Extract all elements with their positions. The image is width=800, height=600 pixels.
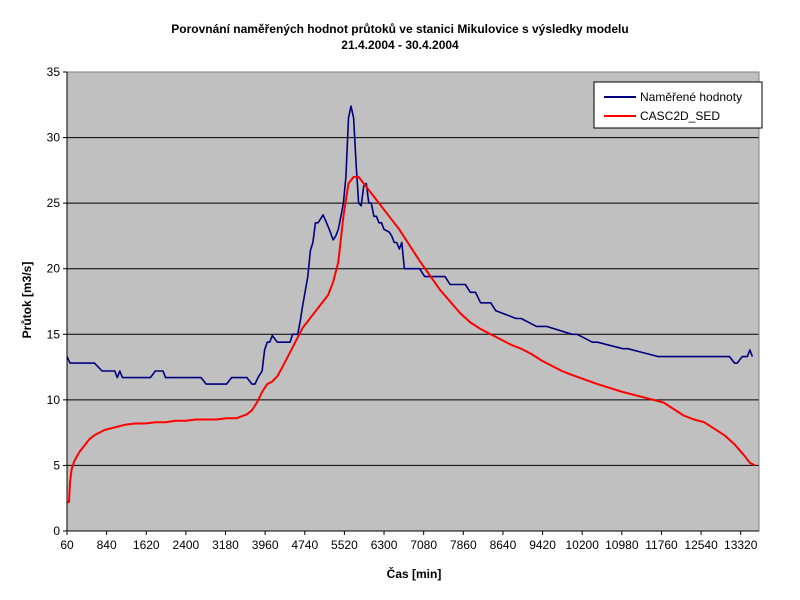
legend-box [593,81,763,129]
x-tick-label: 11760 [645,538,678,552]
axes [66,71,760,532]
y-axis-label: Průtok [m3/s] [20,262,34,339]
x-tick-label: 10980 [605,538,639,552]
chart-subtitle: 21.4.2004 - 30.4.2004 [341,38,459,52]
series-line-model [67,175,756,504]
x-axis-ticks: 60 840 1620 2400 3180 3960 4740 5520 6300 7080 786… [60,531,758,552]
y-tick-label: 30 [47,131,61,145]
x-tick-label: 7860 [450,538,477,552]
legend-label-measured: Naměřené hodnoty [640,90,742,104]
plot-area [67,72,759,531]
x-tick-label: 5520 [331,538,358,552]
legend-label-model: CASC2D_SED [640,109,720,123]
x-tick-label: 8640 [490,538,517,552]
x-tick-label: 9420 [529,538,556,552]
y-tick-label: 25 [47,196,61,210]
y-tick-label: 15 [47,327,61,341]
legend: Naměřené hodnoty CASC2D_SED [593,81,763,129]
y-tick-label: 20 [47,262,61,276]
series-layer [66,105,756,504]
x-tick-label: 3180 [212,538,239,552]
x-tick-label: 6300 [371,538,398,552]
x-tick-label: 10200 [566,538,600,552]
y-tick-label: 10 [47,393,61,407]
y-axis-ticks: 0 5 10 15 20 25 30 35 [47,65,67,538]
x-tick-label: 1620 [133,538,160,552]
y-tick-label: 35 [47,65,61,79]
x-tick-label: 4740 [291,538,318,552]
x-tick-label: 13320 [724,538,758,552]
series-line-measured [66,105,754,385]
x-tick-label: 840 [97,538,117,552]
x-tick-label: 12540 [684,538,718,552]
chart-title: Porovnání naměřených hodnot průtoků ve s… [171,22,628,36]
x-axis-label: Čas [min] [387,566,442,581]
y-tick-label: 5 [53,458,60,472]
x-tick-label: 2400 [173,538,200,552]
y-tick-label: 0 [53,524,60,538]
x-tick-label: 60 [60,538,74,552]
x-tick-label: 7080 [410,538,437,552]
x-tick-label: 3960 [252,538,279,552]
